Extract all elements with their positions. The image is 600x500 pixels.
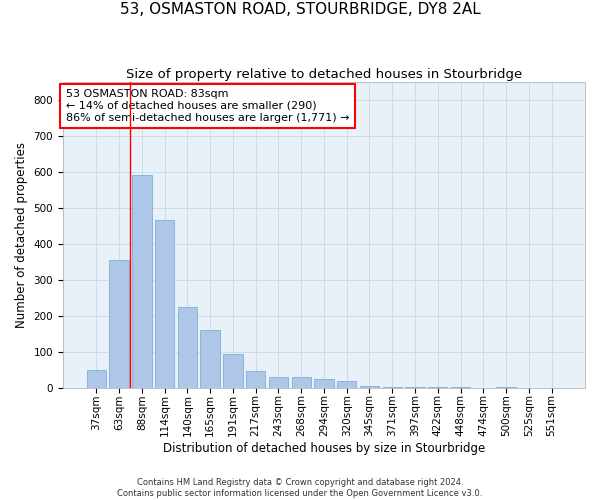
Bar: [155, 220, 174, 388]
Bar: [360, 386, 379, 388]
Y-axis label: Number of detached properties: Number of detached properties: [15, 142, 28, 328]
Bar: [200, 330, 220, 388]
Bar: [178, 307, 197, 388]
Text: 53 OSMASTON ROAD: 83sqm
← 14% of detached houses are smaller (290)
86% of semi-d: 53 OSMASTON ROAD: 83sqm ← 14% of detache…: [65, 90, 349, 122]
Bar: [86, 370, 106, 388]
Bar: [223, 354, 242, 388]
Text: 53, OSMASTON ROAD, STOURBRIDGE, DY8 2AL: 53, OSMASTON ROAD, STOURBRIDGE, DY8 2AL: [119, 2, 481, 18]
Bar: [383, 387, 402, 388]
Bar: [132, 176, 152, 388]
X-axis label: Distribution of detached houses by size in Stourbridge: Distribution of detached houses by size …: [163, 442, 485, 455]
Bar: [292, 378, 311, 388]
Title: Size of property relative to detached houses in Stourbridge: Size of property relative to detached ho…: [126, 68, 522, 80]
Bar: [269, 376, 288, 388]
Text: Contains HM Land Registry data © Crown copyright and database right 2024.
Contai: Contains HM Land Registry data © Crown c…: [118, 478, 482, 498]
Bar: [246, 371, 265, 388]
Bar: [109, 260, 129, 388]
Bar: [314, 379, 334, 388]
Bar: [337, 381, 356, 388]
